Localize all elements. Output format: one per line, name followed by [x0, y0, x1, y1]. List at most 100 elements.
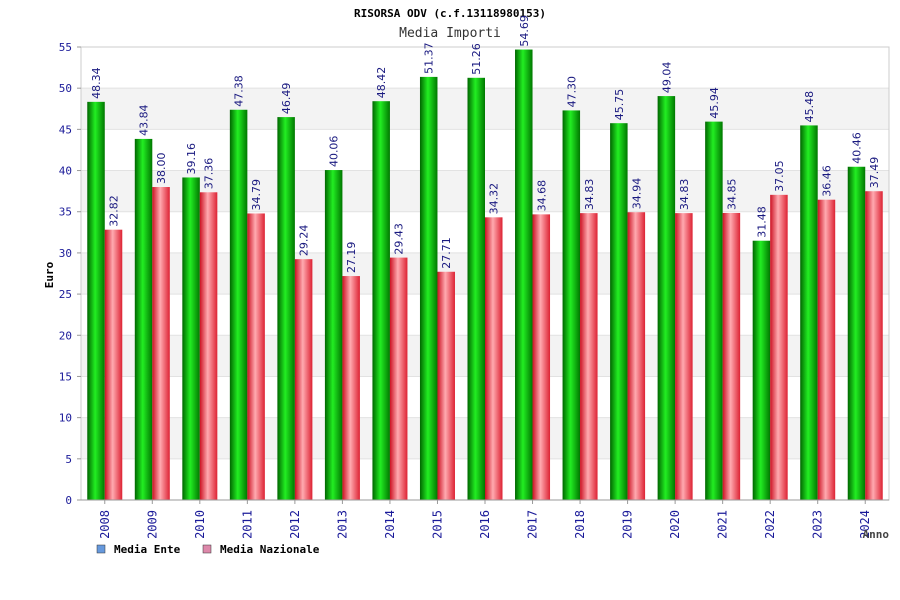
- chart-title: RISORSA ODV (c.f.13118980153): [354, 7, 546, 20]
- bar-nazionale-2019: [627, 212, 646, 501]
- x-tick-label: 2019: [621, 510, 635, 539]
- x-tick-label: 2010: [193, 510, 207, 539]
- y-tick-label: 40: [59, 165, 72, 178]
- bars: [87, 49, 883, 501]
- bar-ente-2014: [372, 101, 390, 500]
- x-tick-label: 2017: [526, 510, 540, 539]
- bar-ente-2020: [657, 96, 676, 500]
- bar-ente-2021: [705, 121, 723, 500]
- bar-ente-2017: [515, 49, 533, 500]
- y-tick-label: 50: [59, 82, 72, 95]
- data-label-ente-2018: 47.30: [565, 76, 578, 108]
- bar-nazionale-2016: [485, 217, 503, 500]
- x-tick-label: 2023: [811, 510, 825, 539]
- bar-nazionale-2009: [152, 187, 170, 500]
- legend-label-nazionale: Media Nazionale: [220, 543, 320, 556]
- data-label-ente-2024: 40.46: [850, 132, 863, 164]
- data-label-ente-2010: 39.16: [185, 143, 198, 175]
- data-label-nazionale-2010: 37.36: [203, 158, 216, 190]
- bar-nazionale-2024: [865, 191, 883, 500]
- x-tick-label: 2008: [98, 510, 112, 539]
- x-tick-label: 2024: [858, 510, 872, 539]
- bar-ente-2009: [134, 138, 153, 500]
- data-label-ente-2021: 45.94: [708, 87, 721, 119]
- bar-ente-2016: [467, 77, 485, 500]
- data-label-ente-2009: 43.84: [138, 104, 151, 136]
- data-label-ente-2008: 48.34: [90, 67, 103, 99]
- y-tick-label: 0: [65, 494, 72, 507]
- bar-labels: 48.34 32.82 43.84 38.00 39.16 37.36 47.38 34.79…: [90, 15, 881, 273]
- data-label-ente-2023: 45.48: [803, 91, 816, 123]
- data-label-nazionale-2015: 27.71: [440, 237, 453, 269]
- bar-ente-2010: [182, 177, 200, 501]
- x-tick-label: 2022: [763, 510, 777, 539]
- bar-nazionale-2014: [389, 257, 408, 500]
- bar-nazionale-2018: [580, 213, 598, 501]
- data-label-ente-2020: 49.04: [660, 62, 673, 94]
- y-tick-label: 20: [59, 329, 72, 342]
- data-label-ente-2014: 48.42: [375, 67, 388, 99]
- x-tick-label: 2013: [335, 510, 349, 539]
- data-label-ente-2015: 51.37: [423, 42, 436, 74]
- legend-swatch-nazionale: [202, 544, 212, 554]
- bar-ente-2024: [847, 166, 866, 501]
- bar-nazionale-2012: [294, 259, 313, 500]
- x-axis-ticks: 2008 2009 2010 2011 2012 2013 2014 2015 2016 2017…: [98, 500, 872, 539]
- data-label-nazionale-2011: 34.79: [250, 179, 263, 211]
- data-label-ente-2022: 31.48: [755, 206, 768, 238]
- data-label-ente-2017: 54.69: [518, 15, 531, 47]
- bar-nazionale-2010: [199, 192, 218, 500]
- bar-nazionale-2020: [675, 213, 693, 501]
- y-tick-label: 55: [59, 41, 72, 54]
- x-tick-label: 2011: [240, 510, 254, 539]
- legend-label-ente: Media Ente: [114, 543, 181, 556]
- data-label-ente-2011: 47.38: [233, 75, 246, 107]
- y-axis-ticks: 0 5 10 15 20 25 30 35 40 45 50 55: [59, 41, 81, 507]
- data-label-ente-2016: 51.26: [470, 43, 483, 75]
- bar-ente-2013: [324, 170, 343, 500]
- bar-nazionale-2011: [247, 213, 265, 500]
- bar-ente-2019: [610, 123, 628, 500]
- data-label-nazionale-2013: 27.19: [345, 242, 358, 274]
- bar-ente-2018: [562, 110, 581, 501]
- bar-nazionale-2021: [722, 212, 741, 501]
- data-label-nazionale-2019: 34.94: [630, 178, 643, 210]
- x-tick-label: 2016: [478, 510, 492, 539]
- y-tick-label: 35: [59, 206, 72, 219]
- data-label-nazionale-2014: 29.43: [393, 223, 406, 255]
- x-tick-label: 2021: [716, 510, 730, 539]
- x-tick-label: 2020: [668, 510, 682, 539]
- bar-nazionale-2023: [817, 199, 836, 500]
- bar-ente-2022: [752, 240, 771, 500]
- data-label-nazionale-2020: 34.83: [678, 179, 691, 211]
- bar-nazionale-2022: [770, 194, 788, 501]
- data-label-nazionale-2008: 32.82: [108, 195, 121, 227]
- y-tick-label: 5: [65, 453, 72, 466]
- y-axis-label: Euro: [43, 261, 56, 288]
- y-tick-label: 30: [59, 247, 72, 260]
- legend: Media Ente Media Nazionale: [96, 543, 320, 556]
- x-tick-label: 2009: [145, 510, 159, 539]
- data-label-ente-2019: 45.75: [613, 89, 626, 121]
- data-label-nazionale-2018: 34.83: [583, 179, 596, 211]
- bar-nazionale-2013: [342, 276, 360, 500]
- bar-ente-2023: [800, 125, 818, 500]
- data-label-nazionale-2021: 34.85: [725, 178, 738, 210]
- data-label-nazionale-2022: 37.05: [773, 160, 786, 192]
- data-label-nazionale-2023: 36.46: [820, 165, 833, 197]
- bar-ente-2015: [419, 76, 438, 500]
- bar-ente-2011: [229, 109, 248, 500]
- x-tick-label: 2012: [288, 510, 302, 539]
- data-label-nazionale-2012: 29.24: [298, 225, 311, 257]
- x-tick-label: 2015: [430, 510, 444, 539]
- x-tick-label: 2014: [383, 510, 397, 539]
- data-label-nazionale-2017: 34.68: [535, 180, 548, 212]
- data-label-nazionale-2016: 34.32: [488, 183, 501, 215]
- data-label-ente-2012: 46.49: [280, 83, 293, 115]
- data-label-ente-2013: 40.06: [328, 136, 341, 168]
- chart-subtitle: Media Importi: [399, 26, 501, 41]
- y-tick-label: 25: [59, 288, 72, 301]
- bar-ente-2012: [277, 117, 295, 500]
- data-label-nazionale-2024: 37.49: [868, 157, 881, 189]
